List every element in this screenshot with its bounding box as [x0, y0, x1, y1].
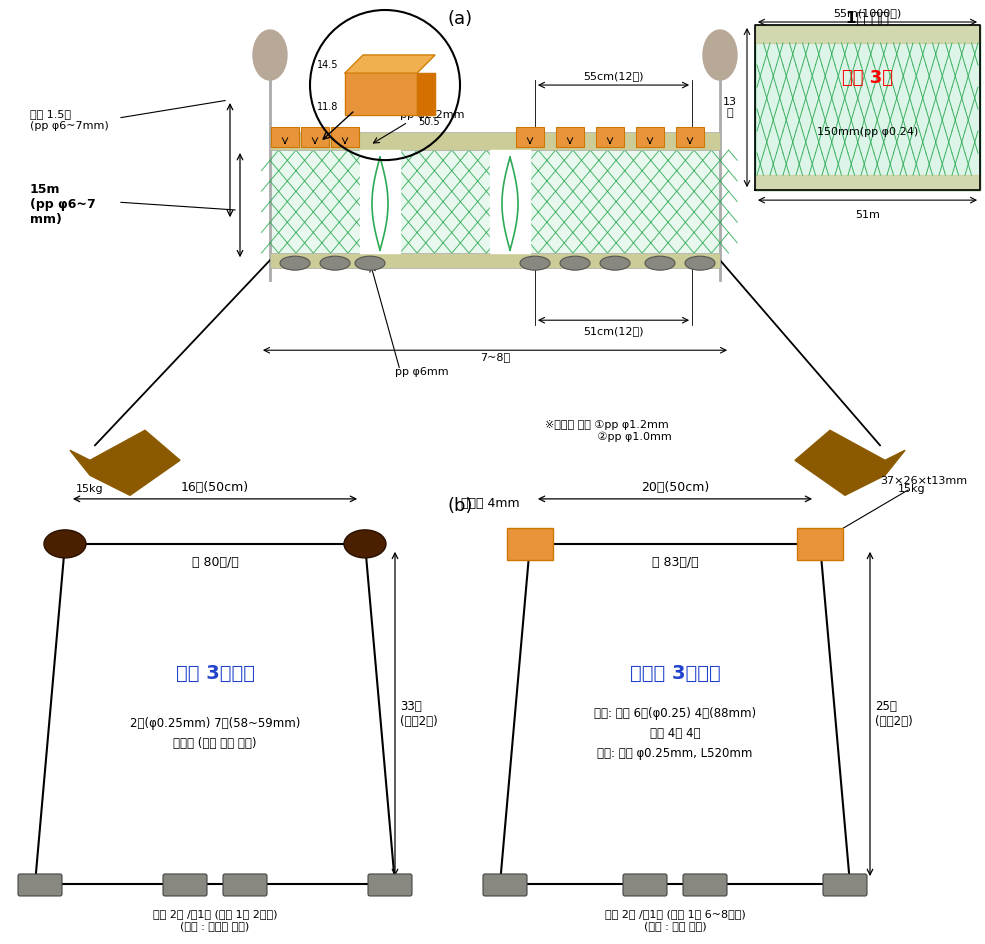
FancyBboxPatch shape: [483, 874, 527, 896]
FancyBboxPatch shape: [301, 127, 329, 147]
Text: 수심 1.5배
(pp φ6~7mm): 수심 1.5배 (pp φ6~7mm): [30, 110, 108, 131]
Text: 55cm(12코): 55cm(12코): [583, 71, 643, 81]
Text: 15kg: 15kg: [898, 484, 926, 495]
Text: 도다리 3중자망: 도다리 3중자망: [629, 665, 720, 683]
Text: 발돌 2개 /뜸1개 (발돌 1개 6~8모메)
(발돌 : 원통 모양): 발돌 2개 /뜸1개 (발돌 1개 6~8모메) (발돌 : 원통 모양): [605, 909, 746, 931]
Polygon shape: [795, 430, 905, 496]
Ellipse shape: [703, 30, 737, 80]
Ellipse shape: [520, 256, 550, 270]
Text: 나일론 (경심 사용 안함): 나일론 (경심 사용 안함): [173, 737, 257, 750]
FancyBboxPatch shape: [368, 874, 412, 896]
Text: 50.5: 50.5: [418, 117, 439, 127]
Text: 37×26×t13mm: 37×26×t13mm: [828, 476, 967, 537]
Text: 2합(φ0.25mm) 7절(58~59mm): 2합(φ0.25mm) 7절(58~59mm): [130, 717, 300, 731]
Text: 경심 3호: 경심 3호: [842, 69, 893, 87]
Ellipse shape: [600, 256, 630, 270]
FancyBboxPatch shape: [163, 874, 207, 896]
Text: 16코(50cm): 16코(50cm): [181, 480, 249, 494]
Ellipse shape: [44, 530, 86, 558]
Polygon shape: [345, 55, 435, 73]
Ellipse shape: [280, 256, 310, 270]
Text: 7~8폭: 7~8폭: [480, 352, 510, 362]
FancyBboxPatch shape: [507, 528, 553, 560]
Text: 150mm(pp φ0.24): 150mm(pp φ0.24): [817, 127, 918, 137]
FancyBboxPatch shape: [556, 127, 584, 147]
Text: (b): (b): [447, 497, 473, 514]
FancyBboxPatch shape: [636, 127, 664, 147]
FancyBboxPatch shape: [623, 874, 667, 896]
Text: 뜸발줄 4mm: 뜸발줄 4mm: [461, 497, 519, 511]
Text: 1폭 규격: 1폭 규격: [846, 10, 889, 25]
Text: 뜸 80개/폭: 뜸 80개/폭: [192, 556, 238, 569]
FancyBboxPatch shape: [18, 874, 62, 896]
Text: pp φ6mm: pp φ6mm: [395, 367, 448, 378]
Ellipse shape: [685, 256, 715, 270]
Text: 겉망: 합사 φ0.25mm, L520mm: 겉망: 합사 φ0.25mm, L520mm: [597, 748, 753, 761]
Text: (a): (a): [447, 10, 473, 28]
Ellipse shape: [344, 530, 386, 558]
Ellipse shape: [355, 256, 385, 270]
Text: 14.5: 14.5: [316, 60, 338, 70]
Ellipse shape: [560, 256, 590, 270]
Text: 51cm(12코): 51cm(12코): [583, 327, 643, 336]
FancyBboxPatch shape: [683, 874, 727, 896]
FancyBboxPatch shape: [270, 253, 720, 268]
Text: ※사망줄 굵기 ①pp φ1.2mm
               ②pp φ1.0mm: ※사망줄 굵기 ①pp φ1.2mm ②pp φ1.0mm: [545, 420, 672, 443]
Text: 뜸 83개/폭: 뜸 83개/폭: [652, 556, 698, 569]
FancyBboxPatch shape: [823, 874, 867, 896]
Text: 13
코: 13 코: [723, 97, 737, 118]
FancyBboxPatch shape: [271, 127, 299, 147]
Text: 대하 3중자망: 대하 3중자망: [175, 665, 254, 683]
Text: 11.8: 11.8: [316, 102, 338, 112]
Text: 발돌 2개 /뜸1개 (발돌 1개 2모메)
(발돌 : 럭비공 모양): 발돌 2개 /뜸1개 (발돌 1개 2모메) (발돌 : 럭비공 모양): [153, 909, 277, 931]
Ellipse shape: [253, 30, 287, 80]
FancyBboxPatch shape: [270, 150, 720, 253]
Ellipse shape: [320, 256, 350, 270]
Polygon shape: [345, 73, 417, 115]
FancyBboxPatch shape: [755, 25, 980, 190]
FancyBboxPatch shape: [490, 150, 530, 253]
Text: 15kg: 15kg: [76, 484, 103, 495]
Text: 51m: 51m: [855, 211, 880, 220]
Text: 25코
(결망2코): 25코 (결망2코): [875, 700, 913, 728]
Polygon shape: [417, 73, 435, 115]
FancyBboxPatch shape: [223, 874, 267, 896]
Text: 속망: 합사 6합(φ0.25) 4절(88mm): 속망: 합사 6합(φ0.25) 4절(88mm): [594, 707, 756, 720]
Text: 33코
(결망2코): 33코 (결망2코): [400, 700, 437, 728]
FancyBboxPatch shape: [270, 132, 720, 150]
FancyBboxPatch shape: [331, 127, 359, 147]
FancyBboxPatch shape: [676, 127, 704, 147]
Text: 경심 4합 4절: 경심 4합 4절: [650, 728, 700, 740]
Text: 55m(1000코): 55m(1000코): [833, 8, 901, 18]
Polygon shape: [70, 430, 180, 496]
Text: pp φ2.2mm: pp φ2.2mm: [400, 110, 465, 120]
Text: 20코(50cm): 20코(50cm): [641, 480, 709, 494]
FancyBboxPatch shape: [516, 127, 544, 147]
Ellipse shape: [645, 256, 675, 270]
Text: 15m
(pp φ6~7
mm): 15m (pp φ6~7 mm): [30, 182, 96, 226]
FancyBboxPatch shape: [360, 150, 400, 253]
FancyBboxPatch shape: [596, 127, 624, 147]
FancyBboxPatch shape: [797, 528, 843, 560]
